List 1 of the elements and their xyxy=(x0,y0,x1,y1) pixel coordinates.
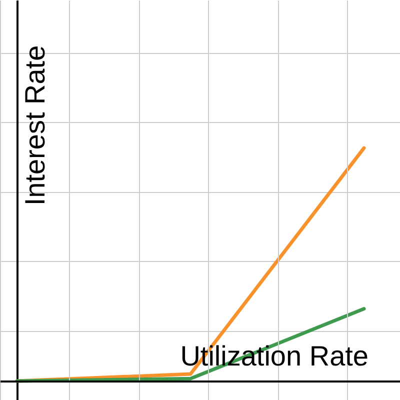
y-axis-title: Interest Rate xyxy=(20,45,50,206)
